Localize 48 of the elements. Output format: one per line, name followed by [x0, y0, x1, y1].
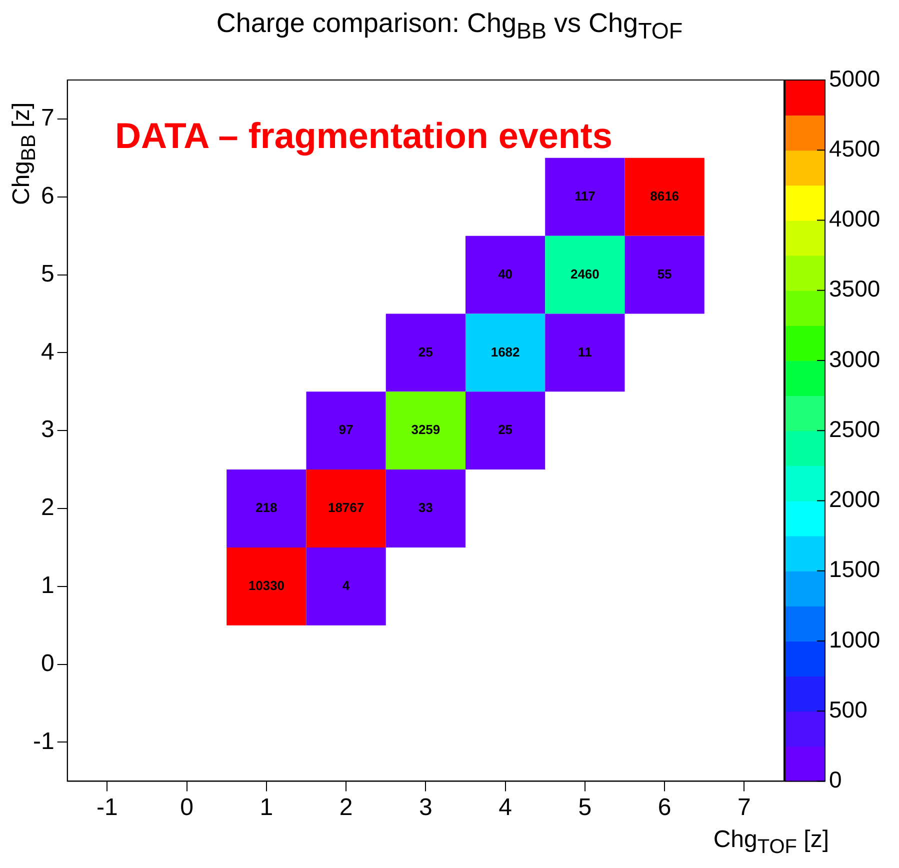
x-tick-label: 7: [738, 794, 751, 822]
y-tick-label: 5: [40, 260, 54, 288]
y-tick-label: 2: [40, 494, 54, 522]
data-label: 10330: [248, 578, 284, 593]
color-bar-label: 4500: [829, 135, 880, 162]
y-tick-label: 4: [40, 338, 54, 366]
data-label: 55: [657, 266, 672, 282]
color-bar-label: 2500: [829, 416, 880, 442]
color-bar-label: 5000: [829, 65, 880, 92]
data-label: 40: [498, 266, 513, 282]
data-label: 117: [574, 188, 596, 204]
data-label: 4: [342, 578, 350, 593]
chart-title: Charge comparison: Chg$_{BB}$ vs Chg$_{TOF}$: [215, 8, 684, 44]
y-tick-label: 1: [40, 572, 54, 600]
data-label: 8616: [650, 188, 680, 204]
y-tick-label: 3: [40, 416, 54, 444]
data-label: 2460: [570, 266, 600, 282]
data-label: 25: [498, 422, 513, 438]
data-label: 218: [256, 500, 278, 516]
data-label: 18767: [328, 500, 364, 516]
y-tick-label: 7: [40, 104, 54, 132]
x-tick-label: 4: [498, 794, 512, 822]
x-tick-label: 5: [578, 794, 592, 822]
x-tick-label: 2: [339, 794, 353, 822]
color-bar-label: 3500: [829, 276, 880, 302]
data-label: 25: [418, 344, 433, 360]
x-tick-label: 3: [418, 794, 432, 822]
color-bar-label: 1000: [829, 626, 880, 652]
color-bar-label: 3000: [829, 346, 880, 372]
y-tick-label: 0: [40, 650, 54, 677]
data-label: 1682: [490, 344, 520, 360]
annotation: DATA – fragmentation events: [115, 115, 612, 157]
color-bar-label: 4000: [829, 206, 880, 232]
data-label: 3259: [411, 422, 440, 438]
color-bar-label: 1500: [829, 556, 880, 582]
y-tick-label: 6: [40, 182, 54, 210]
color-bar-label: 2000: [829, 486, 880, 512]
x-tick-label: 0: [180, 794, 194, 822]
x-tick-label: 6: [658, 794, 672, 822]
color-bar-label: 500: [829, 696, 868, 722]
color-bar-label: 0: [829, 766, 842, 793]
x-axis-title: Chg$_{TOF}$ [z]: [713, 826, 829, 859]
data-label: 33: [418, 500, 433, 516]
data-label: 11: [578, 344, 592, 360]
x-tick-label: 1: [260, 794, 274, 822]
data-label: 97: [338, 422, 354, 438]
y-tick-label: -1: [32, 728, 54, 755]
x-tick-label: -1: [96, 794, 118, 822]
